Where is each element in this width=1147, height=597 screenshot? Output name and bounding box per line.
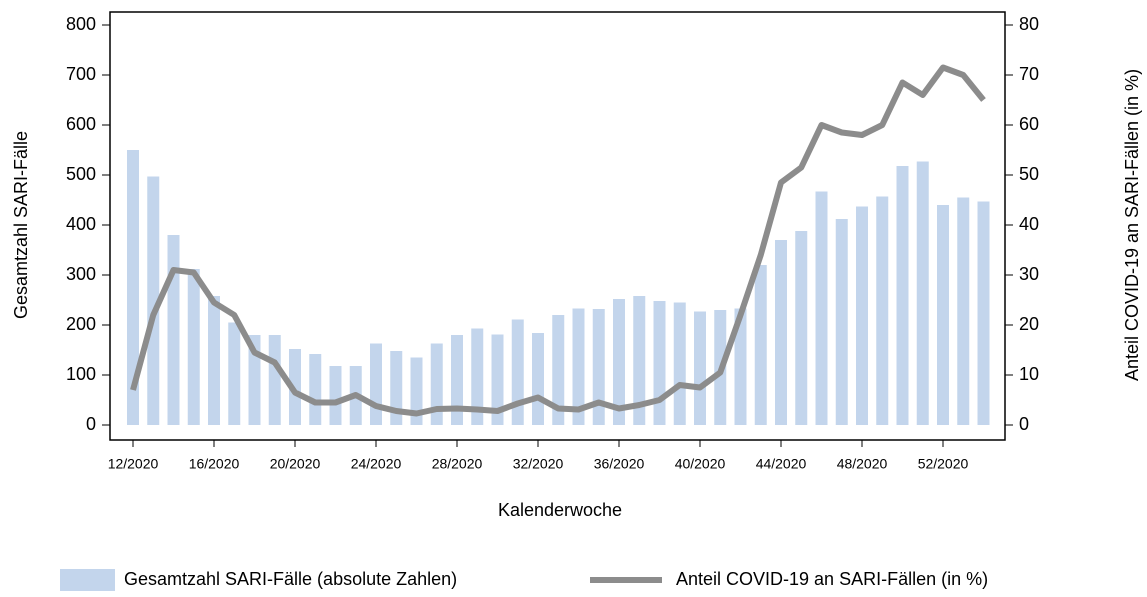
bar bbox=[329, 366, 342, 425]
bar bbox=[572, 308, 585, 425]
line bbox=[130, 64, 986, 417]
y2-tick-label: 40 bbox=[1019, 214, 1039, 234]
y2-tick-label: 70 bbox=[1019, 64, 1039, 84]
bar bbox=[694, 311, 706, 425]
bar bbox=[957, 197, 970, 425]
bar bbox=[613, 299, 625, 425]
bar bbox=[309, 354, 322, 425]
bar bbox=[633, 296, 646, 425]
bar bbox=[511, 319, 524, 425]
y-tick-label: 600 bbox=[66, 114, 96, 134]
y2-tick-label: 0 bbox=[1019, 414, 1029, 434]
bar bbox=[451, 335, 463, 425]
x-tick-label: 24/2020 bbox=[351, 456, 402, 472]
bar bbox=[248, 335, 261, 425]
bar bbox=[491, 334, 504, 425]
bar bbox=[754, 265, 767, 425]
legend-label: Gesamtzahl SARI-Fälle (absolute Zahlen) bbox=[124, 569, 457, 589]
y2-tick-label: 30 bbox=[1019, 264, 1039, 284]
legend-swatch bbox=[60, 569, 115, 591]
bar bbox=[187, 269, 200, 425]
y-tick-label: 0 bbox=[86, 414, 96, 434]
bar bbox=[815, 191, 828, 425]
y-tick-label: 400 bbox=[66, 214, 96, 234]
x-tick-label: 20/2020 bbox=[270, 456, 321, 472]
y2-tick-label: 20 bbox=[1019, 314, 1039, 334]
bar bbox=[471, 328, 484, 425]
bar bbox=[268, 335, 281, 425]
y2-tick-label: 80 bbox=[1019, 14, 1039, 34]
x-tick-label: 32/2020 bbox=[513, 456, 564, 472]
bar bbox=[876, 196, 889, 425]
x-tick-label: 16/2020 bbox=[189, 456, 240, 472]
bar bbox=[370, 343, 382, 425]
bar bbox=[653, 301, 666, 425]
bar bbox=[835, 219, 848, 425]
bar bbox=[167, 235, 180, 425]
y2-tick-label: 50 bbox=[1019, 164, 1039, 184]
bar bbox=[673, 302, 686, 425]
bar bbox=[795, 231, 808, 425]
y2-axis-title: Anteil COVID-19 an SARI-Fällen (in %) bbox=[1122, 69, 1142, 381]
bar bbox=[977, 201, 990, 425]
bar bbox=[937, 205, 949, 425]
y2-tick-label: 60 bbox=[1019, 114, 1039, 134]
bar bbox=[552, 315, 565, 425]
bar bbox=[896, 166, 909, 425]
x-tick-label: 48/2020 bbox=[837, 456, 888, 472]
x-tick-label: 52/2020 bbox=[918, 456, 969, 472]
y-tick-label: 100 bbox=[66, 364, 96, 384]
bar bbox=[410, 357, 423, 425]
bar bbox=[592, 309, 605, 425]
bar bbox=[430, 343, 443, 425]
x-tick-label: 40/2020 bbox=[675, 456, 726, 472]
plot-frame bbox=[109, 11, 1006, 441]
y-tick-label: 800 bbox=[66, 14, 96, 34]
bar bbox=[532, 333, 544, 425]
x-tick-label: 44/2020 bbox=[756, 456, 807, 472]
y2-tick-label: 10 bbox=[1019, 364, 1039, 384]
bar bbox=[147, 176, 160, 425]
bar bbox=[208, 296, 220, 425]
x-tick-label: 12/2020 bbox=[108, 456, 159, 472]
bar bbox=[289, 349, 301, 425]
x-axis-title: Kalenderwoche bbox=[498, 500, 622, 520]
bar bbox=[856, 206, 868, 425]
x-tick-label: 36/2020 bbox=[594, 456, 645, 472]
bar bbox=[228, 322, 241, 425]
bar bbox=[916, 161, 929, 425]
bar bbox=[734, 308, 747, 425]
bar bbox=[127, 150, 139, 425]
y-tick-label: 200 bbox=[66, 314, 96, 334]
x-tick-label: 28/2020 bbox=[432, 456, 483, 472]
bar bbox=[390, 351, 403, 425]
y-axis-title: Gesamtzahl SARI-Fälle bbox=[11, 131, 31, 319]
y-tick-label: 500 bbox=[66, 164, 96, 184]
y-tick-label: 700 bbox=[66, 64, 96, 84]
legend-label: Anteil COVID-19 an SARI-Fällen (in %) bbox=[676, 569, 988, 589]
bar bbox=[775, 240, 787, 425]
y-tick-label: 300 bbox=[66, 264, 96, 284]
